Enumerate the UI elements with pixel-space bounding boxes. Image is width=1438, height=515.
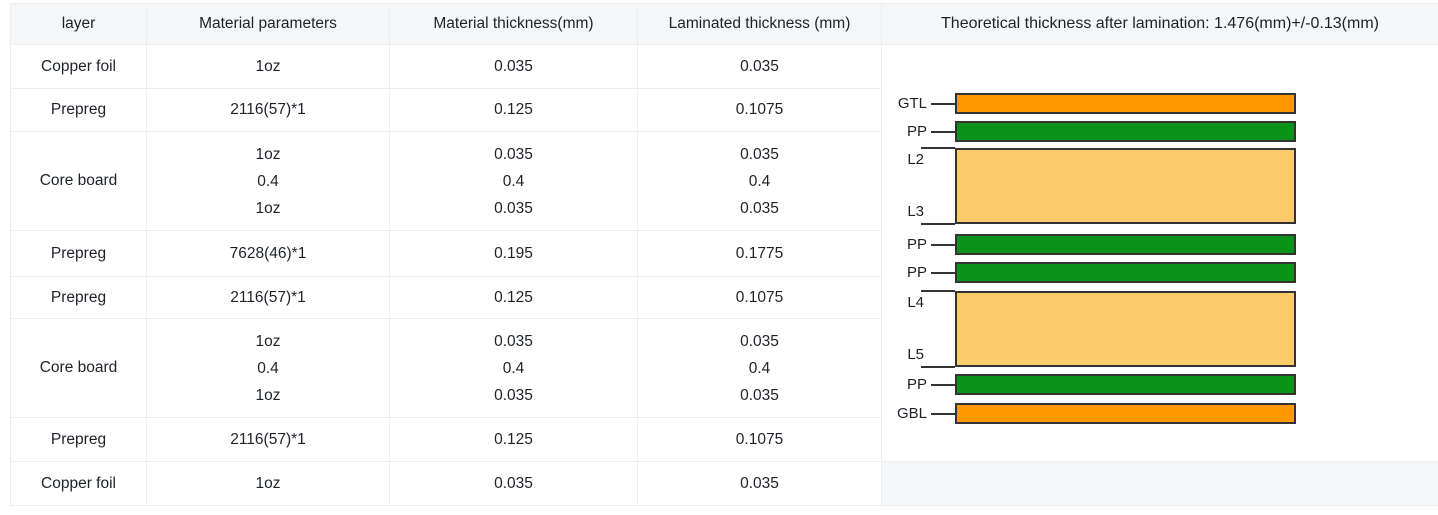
cell-material-thickness: 0.125 [389,276,638,319]
layer-bar-pp [955,374,1296,395]
layer-label: GTL [897,94,927,112]
column-header-material-thickness: Material thickness(mm) [389,3,638,45]
cell-material-parameters: 2116(57)*1 [146,417,390,462]
cell-material-parameters: 7628(46)*1 [146,230,390,277]
stackup-table: layer Material parameters Material thick… [10,3,1438,506]
table-row: Core board 1oz 0.4 1oz 0.035 0.4 0.035 0.03… [10,131,1438,231]
column-header-laminated-thickness: Laminated thickness (mm) [637,3,882,45]
cell-material-parameters: 1oz 0.4 1oz [146,131,390,231]
layer-bar-copper [955,93,1296,114]
layer-label: L5 [907,346,924,363]
table-row: Prepreg 7628(46)*1 0.195 0.1775 [10,230,1438,277]
column-header-material-parameters: Material parameters [146,3,390,45]
tick-line [921,223,955,225]
layer-bar-core [955,148,1296,224]
layer-label: PP [906,235,927,253]
tick-line [931,412,955,415]
lamination-title: Theoretical thickness after lamination: … [881,3,1438,45]
tick-line [931,102,955,105]
cell-material-thickness: 0.035 [389,44,638,89]
cell-laminated-thickness: 0.035 0.4 0.035 [637,318,882,418]
tick-line [931,130,955,133]
cell-layer: Prepreg [10,230,147,277]
cell-laminated-thickness: 0.035 [637,44,882,89]
cell-layer: Core board [10,318,147,418]
layer-bar-pp [955,262,1296,283]
layer-label: L3 [907,203,924,220]
table-row: Prepreg 2116(57)*1 0.125 0.1075 [10,88,1438,132]
stackup-diagram: GTL PP L2 L3 PP PP L4 L5 PP GBL [882,45,1438,461]
layer-label: PP [906,375,927,393]
cell-material-parameters: 1oz [146,44,390,89]
cell-laminated-thickness: 0.1775 [637,230,882,277]
stackup-diagram-cell: GTL PP L2 L3 PP PP L4 L5 PP GBL [881,44,1438,462]
cell-laminated-thickness: 0.1075 [637,417,882,462]
tick-line [921,147,955,149]
tick-line [931,383,955,386]
column-header-layer: layer [10,3,147,45]
layer-label: L2 [907,151,924,168]
cell-layer: Prepreg [10,276,147,319]
cell-laminated-thickness: 0.035 0.4 0.035 [637,131,882,231]
table-row: Copper foil 1oz 0.035 0.035 [10,461,1438,506]
cell-layer: Prepreg [10,88,147,132]
layer-label: PP [906,122,927,140]
table-row: Copper foil 1oz 0.035 0.035 GTL PP L2 L3 PP PP L4 L… [10,44,1438,462]
layer-bar-core [955,291,1296,367]
layer-label: PP [906,263,927,281]
cell-laminated-thickness: 0.1075 [637,88,882,132]
layer-label: GBL [896,404,927,422]
cell-layer: Core board [10,131,147,231]
tick-line [921,290,955,292]
cell-material-parameters: 2116(57)*1 [146,276,390,319]
tick-line [931,271,955,274]
cell-material-thickness: 0.035 0.4 0.035 [389,318,638,418]
cell-layer: Copper foil [10,461,147,506]
cell-laminated-thickness: 0.1075 [637,276,882,319]
tick-line [931,243,955,246]
cell-material-thickness: 0.125 [389,417,638,462]
cell-layer: Prepreg [10,417,147,462]
cell-material-thickness: 0.195 [389,230,638,277]
table-row: Core board 1oz 0.4 1oz 0.035 0.4 0.035 0.03… [10,318,1438,418]
layer-label: L4 [907,294,924,311]
cell-material-thickness: 0.125 [389,88,638,132]
cell-material-parameters: 1oz [146,461,390,506]
header-row: layer Material parameters Material thick… [10,3,1438,45]
cell-material-thickness: 0.035 0.4 0.035 [389,131,638,231]
cell-material-parameters: 2116(57)*1 [146,88,390,132]
diagram-footer-cell [881,461,1438,506]
cell-material-thickness: 0.035 [389,461,638,506]
layer-bar-pp [955,121,1296,142]
cell-laminated-thickness: 0.035 [637,461,882,506]
cell-layer: Copper foil [10,44,147,89]
tick-line [921,366,955,368]
layer-bar-pp [955,234,1296,255]
layer-bar-copper [955,403,1296,424]
cell-material-parameters: 1oz 0.4 1oz [146,318,390,418]
